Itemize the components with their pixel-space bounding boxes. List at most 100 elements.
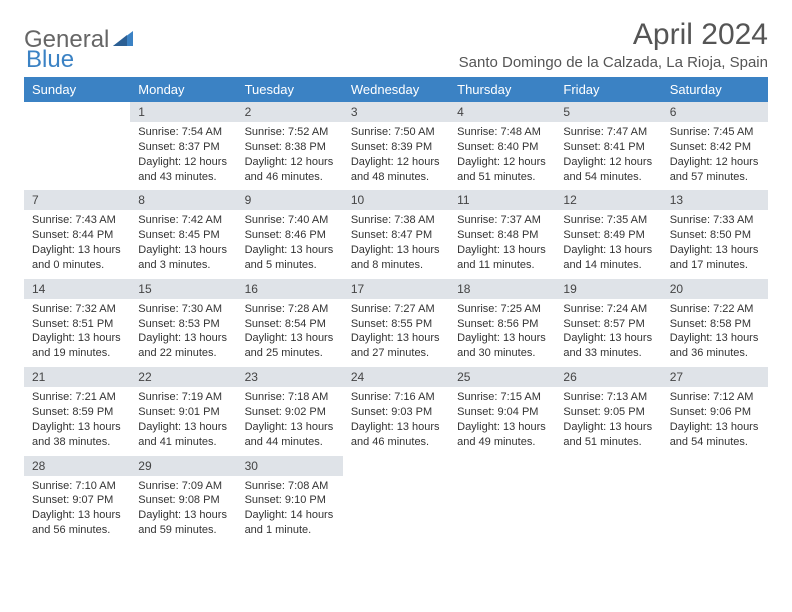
location: Santo Domingo de la Calzada, La Rioja, S… <box>459 54 768 71</box>
sunrise-line: Sunrise: 7:50 AM <box>351 125 441 140</box>
logo-triangle-icon <box>113 26 135 54</box>
calendar-day-cell: 18Sunrise: 7:25 AMSunset: 8:56 PMDayligh… <box>449 279 555 367</box>
daylight-line: Daylight: 13 hours and 59 minutes. <box>138 508 228 538</box>
daylight-line: Daylight: 13 hours and 38 minutes. <box>32 420 122 450</box>
weekday-header: Friday <box>555 77 661 102</box>
day-content: Sunrise: 7:54 AMSunset: 8:37 PMDaylight:… <box>130 122 236 190</box>
calendar-day-cell: 30Sunrise: 7:08 AMSunset: 9:10 PMDayligh… <box>237 456 343 544</box>
sunset-line: Sunset: 8:48 PM <box>457 228 547 243</box>
daylight-line: Daylight: 12 hours and 43 minutes. <box>138 155 228 185</box>
day-content: Sunrise: 7:22 AMSunset: 8:58 PMDaylight:… <box>662 299 768 367</box>
day-content: Sunrise: 7:37 AMSunset: 8:48 PMDaylight:… <box>449 210 555 278</box>
day-content: Sunrise: 7:35 AMSunset: 8:49 PMDaylight:… <box>555 210 661 278</box>
calendar-day-cell: 2Sunrise: 7:52 AMSunset: 8:38 PMDaylight… <box>237 102 343 190</box>
daylight-line: Daylight: 12 hours and 46 minutes. <box>245 155 335 185</box>
day-content: Sunrise: 7:08 AMSunset: 9:10 PMDaylight:… <box>237 476 343 544</box>
sunset-line: Sunset: 8:40 PM <box>457 140 547 155</box>
sunset-line: Sunset: 8:57 PM <box>563 317 653 332</box>
sunset-line: Sunset: 8:47 PM <box>351 228 441 243</box>
weekday-header: Thursday <box>449 77 555 102</box>
header: General April 2024 Santo Domingo de la C… <box>24 18 768 71</box>
sunrise-line: Sunrise: 7:25 AM <box>457 302 547 317</box>
day-content: Sunrise: 7:09 AMSunset: 9:08 PMDaylight:… <box>130 476 236 544</box>
day-number: 2 <box>237 102 343 122</box>
title-block: April 2024 Santo Domingo de la Calzada, … <box>459 18 768 71</box>
daylight-line: Daylight: 13 hours and 27 minutes. <box>351 331 441 361</box>
calendar-day-cell: 11Sunrise: 7:37 AMSunset: 8:48 PMDayligh… <box>449 190 555 278</box>
calendar-body: 1Sunrise: 7:54 AMSunset: 8:37 PMDaylight… <box>24 102 768 544</box>
sunset-line: Sunset: 9:02 PM <box>245 405 335 420</box>
day-content: Sunrise: 7:48 AMSunset: 8:40 PMDaylight:… <box>449 122 555 190</box>
daylight-line: Daylight: 13 hours and 8 minutes. <box>351 243 441 273</box>
calendar-day-cell: 24Sunrise: 7:16 AMSunset: 9:03 PMDayligh… <box>343 367 449 455</box>
day-content: Sunrise: 7:16 AMSunset: 9:03 PMDaylight:… <box>343 387 449 455</box>
day-content: Sunrise: 7:38 AMSunset: 8:47 PMDaylight:… <box>343 210 449 278</box>
day-number: 18 <box>449 279 555 299</box>
sunrise-line: Sunrise: 7:10 AM <box>32 479 122 494</box>
sunrise-line: Sunrise: 7:16 AM <box>351 390 441 405</box>
sunrise-line: Sunrise: 7:27 AM <box>351 302 441 317</box>
day-number: 20 <box>662 279 768 299</box>
calendar-day-cell: 4Sunrise: 7:48 AMSunset: 8:40 PMDaylight… <box>449 102 555 190</box>
sunset-line: Sunset: 8:59 PM <box>32 405 122 420</box>
day-content: Sunrise: 7:52 AMSunset: 8:38 PMDaylight:… <box>237 122 343 190</box>
sunrise-line: Sunrise: 7:33 AM <box>670 213 760 228</box>
sunrise-line: Sunrise: 7:42 AM <box>138 213 228 228</box>
calendar-week-row: 21Sunrise: 7:21 AMSunset: 8:59 PMDayligh… <box>24 367 768 455</box>
sunset-line: Sunset: 8:53 PM <box>138 317 228 332</box>
calendar-day-cell: 6Sunrise: 7:45 AMSunset: 8:42 PMDaylight… <box>662 102 768 190</box>
day-number: 14 <box>24 279 130 299</box>
sunset-line: Sunset: 8:50 PM <box>670 228 760 243</box>
calendar-day-cell: 13Sunrise: 7:33 AMSunset: 8:50 PMDayligh… <box>662 190 768 278</box>
sunrise-line: Sunrise: 7:45 AM <box>670 125 760 140</box>
day-content: Sunrise: 7:50 AMSunset: 8:39 PMDaylight:… <box>343 122 449 190</box>
month-title: April 2024 <box>459 18 768 52</box>
daylight-line: Daylight: 12 hours and 57 minutes. <box>670 155 760 185</box>
sunrise-line: Sunrise: 7:47 AM <box>563 125 653 140</box>
daylight-line: Daylight: 13 hours and 22 minutes. <box>138 331 228 361</box>
calendar-day-cell: 5Sunrise: 7:47 AMSunset: 8:41 PMDaylight… <box>555 102 661 190</box>
sunrise-line: Sunrise: 7:28 AM <box>245 302 335 317</box>
calendar-day-cell: 22Sunrise: 7:19 AMSunset: 9:01 PMDayligh… <box>130 367 236 455</box>
day-content: Sunrise: 7:18 AMSunset: 9:02 PMDaylight:… <box>237 387 343 455</box>
calendar-week-row: 7Sunrise: 7:43 AMSunset: 8:44 PMDaylight… <box>24 190 768 278</box>
day-content: Sunrise: 7:47 AMSunset: 8:41 PMDaylight:… <box>555 122 661 190</box>
calendar-week-row: 1Sunrise: 7:54 AMSunset: 8:37 PMDaylight… <box>24 102 768 190</box>
sunset-line: Sunset: 8:37 PM <box>138 140 228 155</box>
daylight-line: Daylight: 13 hours and 5 minutes. <box>245 243 335 273</box>
day-number: 6 <box>662 102 768 122</box>
sunrise-line: Sunrise: 7:12 AM <box>670 390 760 405</box>
day-content: Sunrise: 7:24 AMSunset: 8:57 PMDaylight:… <box>555 299 661 367</box>
day-number: 24 <box>343 367 449 387</box>
day-content: Sunrise: 7:13 AMSunset: 9:05 PMDaylight:… <box>555 387 661 455</box>
calendar-day-cell: 21Sunrise: 7:21 AMSunset: 8:59 PMDayligh… <box>24 367 130 455</box>
day-number: 19 <box>555 279 661 299</box>
sunrise-line: Sunrise: 7:37 AM <box>457 213 547 228</box>
calendar-day-cell: 23Sunrise: 7:18 AMSunset: 9:02 PMDayligh… <box>237 367 343 455</box>
sunrise-line: Sunrise: 7:24 AM <box>563 302 653 317</box>
day-number: 15 <box>130 279 236 299</box>
day-number: 7 <box>24 190 130 210</box>
calendar-day-cell: 10Sunrise: 7:38 AMSunset: 8:47 PMDayligh… <box>343 190 449 278</box>
calendar-day-cell: 3Sunrise: 7:50 AMSunset: 8:39 PMDaylight… <box>343 102 449 190</box>
calendar-day-cell: 19Sunrise: 7:24 AMSunset: 8:57 PMDayligh… <box>555 279 661 367</box>
sunrise-line: Sunrise: 7:48 AM <box>457 125 547 140</box>
calendar-week-row: 28Sunrise: 7:10 AMSunset: 9:07 PMDayligh… <box>24 456 768 544</box>
daylight-line: Daylight: 13 hours and 19 minutes. <box>32 331 122 361</box>
sunset-line: Sunset: 8:58 PM <box>670 317 760 332</box>
day-number: 30 <box>237 456 343 476</box>
daylight-line: Daylight: 13 hours and 46 minutes. <box>351 420 441 450</box>
sunset-line: Sunset: 8:56 PM <box>457 317 547 332</box>
day-content: Sunrise: 7:42 AMSunset: 8:45 PMDaylight:… <box>130 210 236 278</box>
daylight-line: Daylight: 13 hours and 49 minutes. <box>457 420 547 450</box>
sunset-line: Sunset: 8:38 PM <box>245 140 335 155</box>
day-number: 21 <box>24 367 130 387</box>
day-number: 9 <box>237 190 343 210</box>
daylight-line: Daylight: 12 hours and 51 minutes. <box>457 155 547 185</box>
calendar-day-cell <box>24 102 130 190</box>
calendar-day-cell: 14Sunrise: 7:32 AMSunset: 8:51 PMDayligh… <box>24 279 130 367</box>
daylight-line: Daylight: 13 hours and 17 minutes. <box>670 243 760 273</box>
daylight-line: Daylight: 13 hours and 3 minutes. <box>138 243 228 273</box>
day-content: Sunrise: 7:12 AMSunset: 9:06 PMDaylight:… <box>662 387 768 455</box>
sunset-line: Sunset: 9:03 PM <box>351 405 441 420</box>
